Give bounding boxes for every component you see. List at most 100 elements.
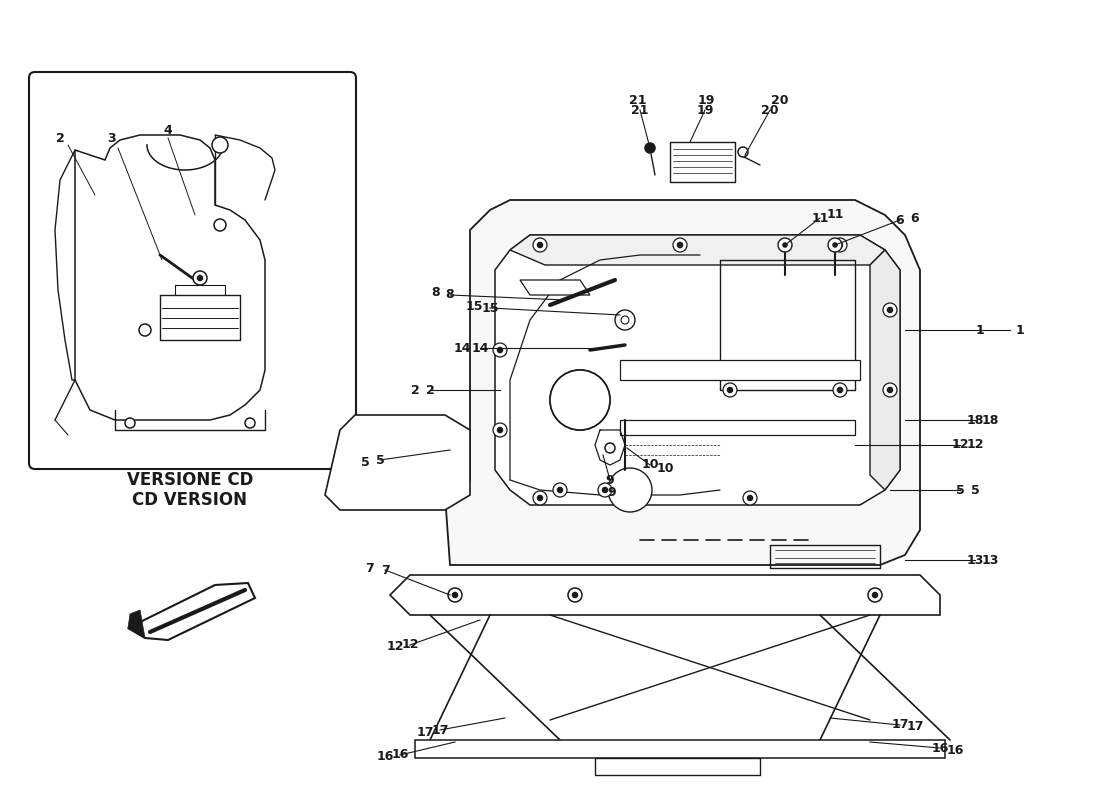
Polygon shape [446,200,920,565]
Polygon shape [495,235,900,505]
Circle shape [888,307,892,313]
Circle shape [568,588,582,602]
Text: 21: 21 [631,103,649,117]
Circle shape [778,238,792,252]
Polygon shape [620,420,855,435]
Circle shape [833,238,847,252]
Circle shape [562,382,598,418]
Text: eurospares: eurospares [101,202,295,230]
Circle shape [603,487,607,493]
Text: 13: 13 [981,554,999,566]
Circle shape [598,483,612,497]
Circle shape [738,147,748,157]
Circle shape [550,370,610,430]
Text: 11: 11 [812,211,828,225]
Text: VERSIONE CD: VERSIONE CD [126,471,253,489]
Circle shape [723,383,737,397]
Circle shape [214,219,225,231]
Text: 12: 12 [386,641,404,654]
Text: CD VERSION: CD VERSION [132,491,248,509]
Circle shape [139,324,151,336]
Text: 9: 9 [606,474,614,486]
Circle shape [212,137,228,153]
Text: 5: 5 [956,483,965,497]
Circle shape [673,238,688,252]
Circle shape [678,242,682,247]
Text: 19: 19 [696,103,714,117]
Circle shape [245,418,255,428]
Text: 4: 4 [164,123,173,137]
Polygon shape [870,250,900,490]
Circle shape [608,468,652,512]
Text: 8: 8 [431,286,440,299]
Text: 2: 2 [410,383,419,397]
Polygon shape [128,583,255,640]
Circle shape [615,310,635,330]
Circle shape [192,271,207,285]
Text: 2: 2 [56,131,65,145]
Text: 20: 20 [761,103,779,117]
Polygon shape [510,235,886,265]
Circle shape [828,238,842,252]
Circle shape [888,387,892,393]
Text: 3: 3 [108,131,117,145]
Text: 5: 5 [361,455,370,469]
Text: 15: 15 [482,302,498,314]
Text: 13: 13 [966,554,983,566]
Text: 5: 5 [970,483,979,497]
Circle shape [742,491,757,505]
Text: 6: 6 [895,214,904,226]
Circle shape [550,370,610,430]
Text: 21: 21 [629,94,647,106]
Text: 16: 16 [946,743,964,757]
Circle shape [727,387,733,393]
Circle shape [883,303,896,317]
Text: 10: 10 [641,458,659,471]
Text: 18: 18 [966,414,983,426]
Text: 14: 14 [471,342,488,354]
Polygon shape [415,740,945,758]
Text: 7: 7 [365,562,374,574]
Text: 17: 17 [891,718,909,731]
Text: 16: 16 [376,750,394,763]
Text: 16: 16 [392,749,409,762]
Polygon shape [620,360,860,380]
Polygon shape [390,575,940,615]
Circle shape [783,243,786,247]
Text: 2: 2 [426,383,434,397]
Circle shape [538,495,542,501]
Circle shape [833,383,847,397]
Polygon shape [324,415,470,510]
Text: 12: 12 [402,638,419,651]
Circle shape [553,483,566,497]
Text: 6: 6 [911,211,920,225]
Circle shape [872,593,878,598]
Polygon shape [75,135,265,420]
Circle shape [748,495,752,501]
Text: 18: 18 [981,414,999,426]
Circle shape [645,143,654,153]
Text: 15: 15 [465,299,483,313]
Text: 10: 10 [657,462,673,474]
Circle shape [493,343,507,357]
Circle shape [558,487,562,493]
Text: 9: 9 [607,486,616,498]
Text: 11: 11 [826,209,844,222]
Text: 20: 20 [771,94,789,106]
Text: 12: 12 [966,438,983,451]
Text: 14: 14 [453,342,471,354]
Polygon shape [520,280,590,295]
FancyBboxPatch shape [29,72,356,469]
Text: 7: 7 [381,563,389,577]
Text: 1: 1 [1015,323,1024,337]
Circle shape [605,443,615,453]
Text: 16: 16 [932,742,948,754]
Circle shape [868,588,882,602]
Text: eurospares: eurospares [550,419,814,461]
Circle shape [497,347,503,353]
Text: 12: 12 [952,438,969,451]
Circle shape [538,242,542,247]
Text: 19: 19 [697,94,715,106]
Text: 1: 1 [976,323,984,337]
Circle shape [534,238,547,252]
